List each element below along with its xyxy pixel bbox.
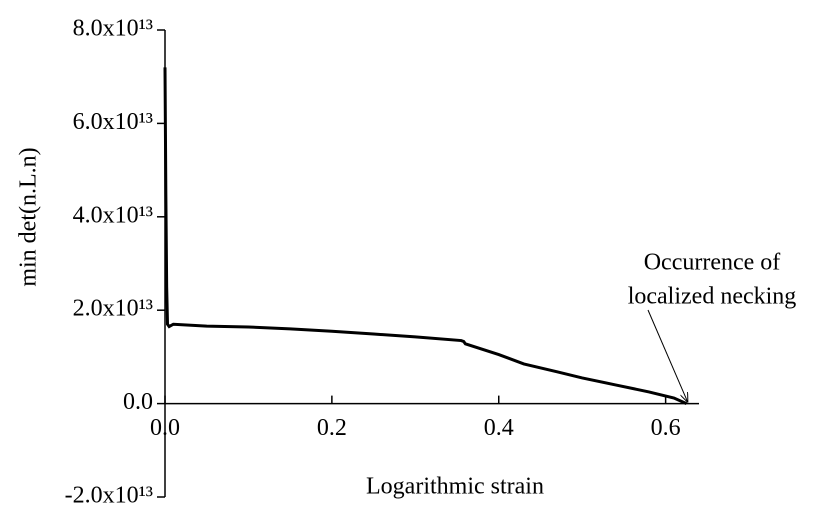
x-tick-label: 0.6 — [651, 415, 681, 441]
x-tick-label: 0.2 — [317, 415, 347, 441]
annotation: Occurrence of — [644, 250, 781, 276]
annotation-arrow — [647, 309, 687, 402]
y-tick-label: 4.0x10¹³ — [73, 202, 153, 228]
data-line — [163, 67, 688, 405]
x-axis-label: Logarithmic strain — [366, 474, 544, 500]
x-tick-label: 0.0 — [150, 415, 180, 441]
y-tick-label: 2.0x10¹³ — [73, 296, 153, 322]
y-tick-label: 8.0x10¹³ — [73, 16, 153, 42]
y-tick-label: 0.0 — [123, 389, 153, 415]
y-tick-label: 6.0x10¹³ — [73, 109, 153, 135]
x-tick-label: 0.4 — [484, 415, 514, 441]
y-axis-label: min det(n.L.n) — [16, 147, 42, 286]
annotation: localized necking — [628, 284, 797, 310]
y-tick-label: -2.0x10¹³ — [65, 483, 153, 509]
